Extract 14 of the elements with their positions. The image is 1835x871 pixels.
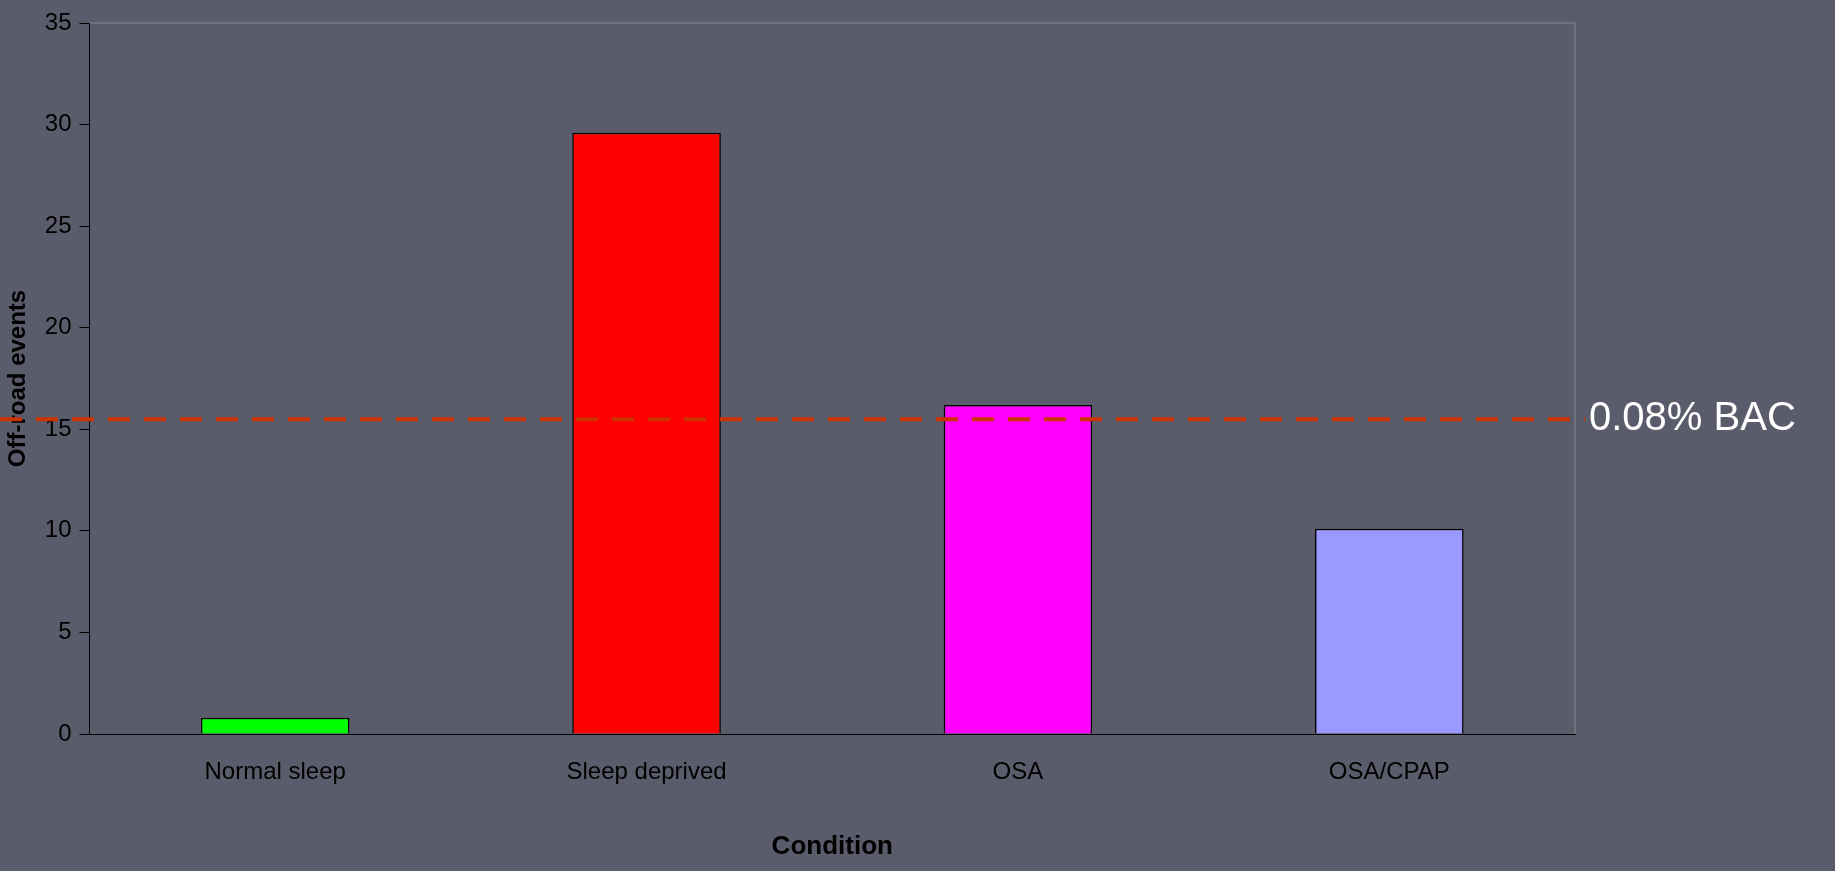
x-axis-title: Condition [771,829,893,860]
x-tick-label: Sleep deprived [566,757,727,785]
y-tick-label: 10 [44,515,72,543]
x-tick-label: OSA [992,757,1044,785]
ref-line-label: 0.08% BAC [1589,394,1796,439]
y-tick-label: 0 [58,718,72,746]
y-tick-label: 35 [44,7,72,35]
x-tick-label: Normal sleep [204,757,346,785]
x-tick-label: OSA/CPAP [1328,757,1450,785]
y-tick-label: 30 [44,109,72,137]
y-tick-label: 20 [44,312,72,340]
y-tick-label: 25 [44,210,72,238]
y-axis-title: Off-road events [3,289,31,468]
y-tick-label: 5 [58,617,72,645]
